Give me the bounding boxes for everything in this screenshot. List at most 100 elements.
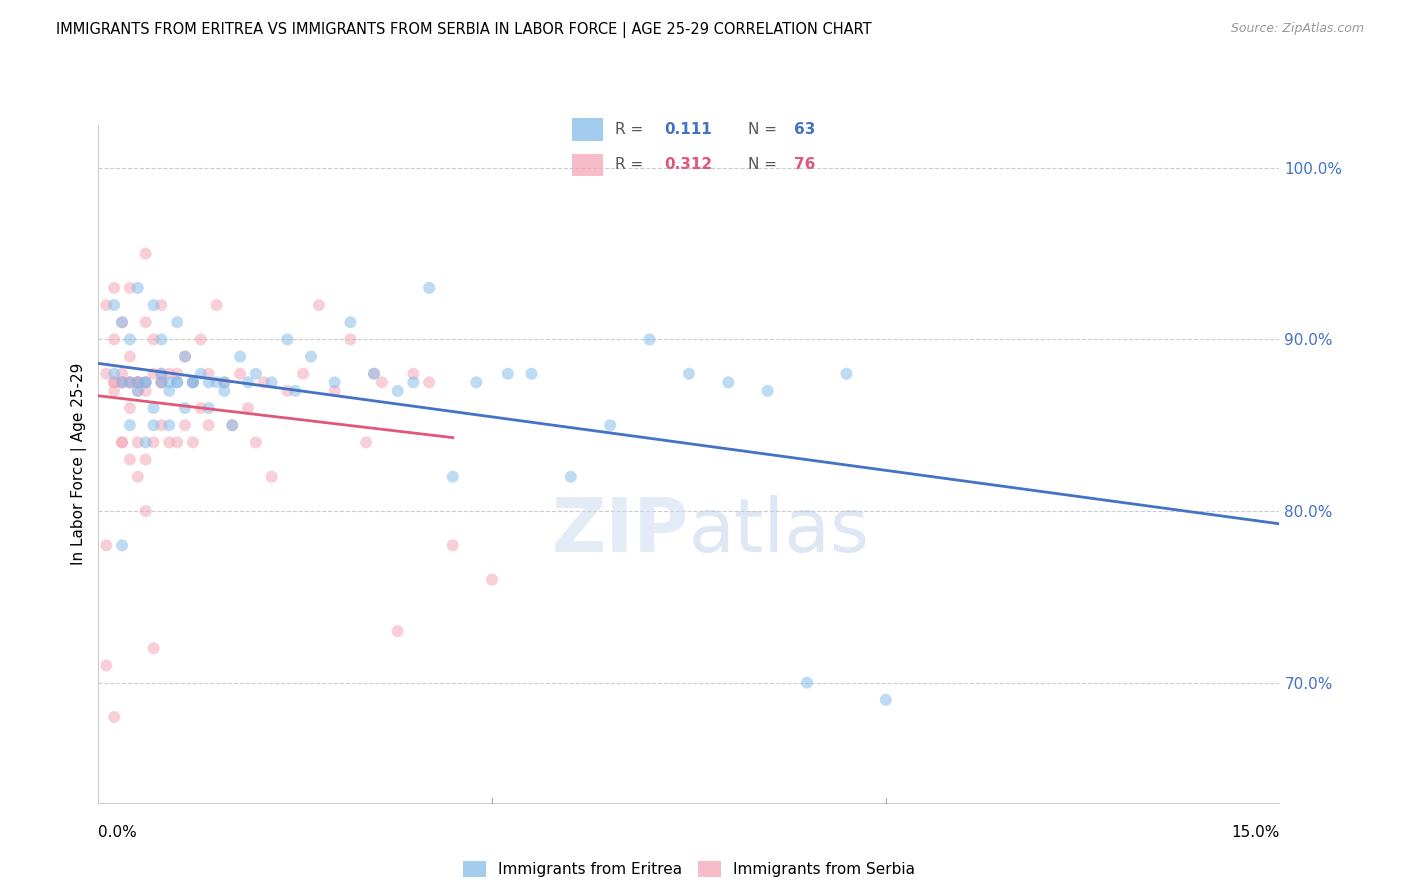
Text: 63: 63 <box>794 122 815 137</box>
Point <box>166 367 188 381</box>
Point <box>142 418 165 433</box>
Y-axis label: In Labor Force | Age 25-29: In Labor Force | Age 25-29 <box>72 363 87 565</box>
Text: 0.0%: 0.0% <box>98 825 138 840</box>
Point <box>205 376 228 390</box>
Point <box>260 376 283 390</box>
Point <box>111 315 134 329</box>
Point <box>111 376 134 390</box>
Point <box>520 367 543 381</box>
Point <box>181 376 204 390</box>
Point <box>127 281 149 295</box>
Point <box>276 384 298 398</box>
Point <box>441 538 464 552</box>
Point <box>205 298 228 312</box>
Text: 76: 76 <box>794 157 815 172</box>
Point <box>236 401 259 415</box>
Point <box>135 452 157 467</box>
Point <box>174 418 197 433</box>
Point <box>150 376 173 390</box>
Point <box>229 367 252 381</box>
Point <box>135 376 157 390</box>
Point <box>481 573 503 587</box>
Point <box>190 401 212 415</box>
Point <box>214 384 236 398</box>
Point <box>756 384 779 398</box>
Point <box>496 367 519 381</box>
Point <box>96 367 118 381</box>
Point <box>236 376 259 390</box>
Text: 15.0%: 15.0% <box>1232 825 1279 840</box>
Point <box>166 435 188 450</box>
Point <box>157 376 180 390</box>
Legend: Immigrants from Eritrea, Immigrants from Serbia: Immigrants from Eritrea, Immigrants from… <box>457 855 921 883</box>
Point <box>150 376 173 390</box>
Point <box>127 376 149 390</box>
Point <box>245 367 267 381</box>
Point <box>96 658 118 673</box>
Point <box>150 376 173 390</box>
Bar <box>572 153 603 176</box>
Point <box>835 367 858 381</box>
Point <box>118 452 141 467</box>
Point <box>197 418 219 433</box>
Point <box>599 418 621 433</box>
Point <box>111 367 134 381</box>
Point <box>150 333 173 347</box>
Point <box>111 538 134 552</box>
Point <box>118 401 141 415</box>
Point <box>118 376 141 390</box>
Text: ZIP: ZIP <box>551 495 689 568</box>
Point <box>96 298 118 312</box>
Point <box>402 376 425 390</box>
Text: Source: ZipAtlas.com: Source: ZipAtlas.com <box>1230 22 1364 36</box>
Point <box>678 367 700 381</box>
Point <box>166 376 188 390</box>
Point <box>181 376 204 390</box>
Point <box>363 367 385 381</box>
Point <box>276 333 298 347</box>
Point <box>103 298 125 312</box>
Point <box>339 315 361 329</box>
Point <box>118 350 141 364</box>
Text: N =: N = <box>748 157 782 172</box>
Point <box>354 435 377 450</box>
Point <box>796 675 818 690</box>
Point <box>418 281 440 295</box>
Point <box>135 376 157 390</box>
Point <box>214 376 236 390</box>
Point <box>418 376 440 390</box>
Point <box>197 401 219 415</box>
Point <box>142 367 165 381</box>
Point <box>323 376 346 390</box>
Point <box>103 384 125 398</box>
Point <box>142 401 165 415</box>
Point <box>174 350 197 364</box>
Point <box>166 376 188 390</box>
Point <box>157 367 180 381</box>
Point <box>103 710 125 724</box>
Point <box>245 435 267 450</box>
Point <box>166 315 188 329</box>
Point <box>875 693 897 707</box>
Point <box>127 376 149 390</box>
Point <box>157 384 180 398</box>
Text: atlas: atlas <box>689 495 870 568</box>
Point <box>142 298 165 312</box>
Text: N =: N = <box>748 122 782 137</box>
Point <box>181 376 204 390</box>
Point <box>103 367 125 381</box>
Point <box>118 376 141 390</box>
Text: 0.111: 0.111 <box>665 122 713 137</box>
Point <box>103 376 125 390</box>
Point <box>441 469 464 483</box>
Point <box>214 376 236 390</box>
Point <box>717 376 740 390</box>
Point <box>103 333 125 347</box>
Text: 0.312: 0.312 <box>665 157 713 172</box>
Point <box>111 435 134 450</box>
Point <box>323 384 346 398</box>
Point <box>111 376 134 390</box>
Point <box>150 298 173 312</box>
Point <box>127 384 149 398</box>
Text: R =: R = <box>614 122 648 137</box>
